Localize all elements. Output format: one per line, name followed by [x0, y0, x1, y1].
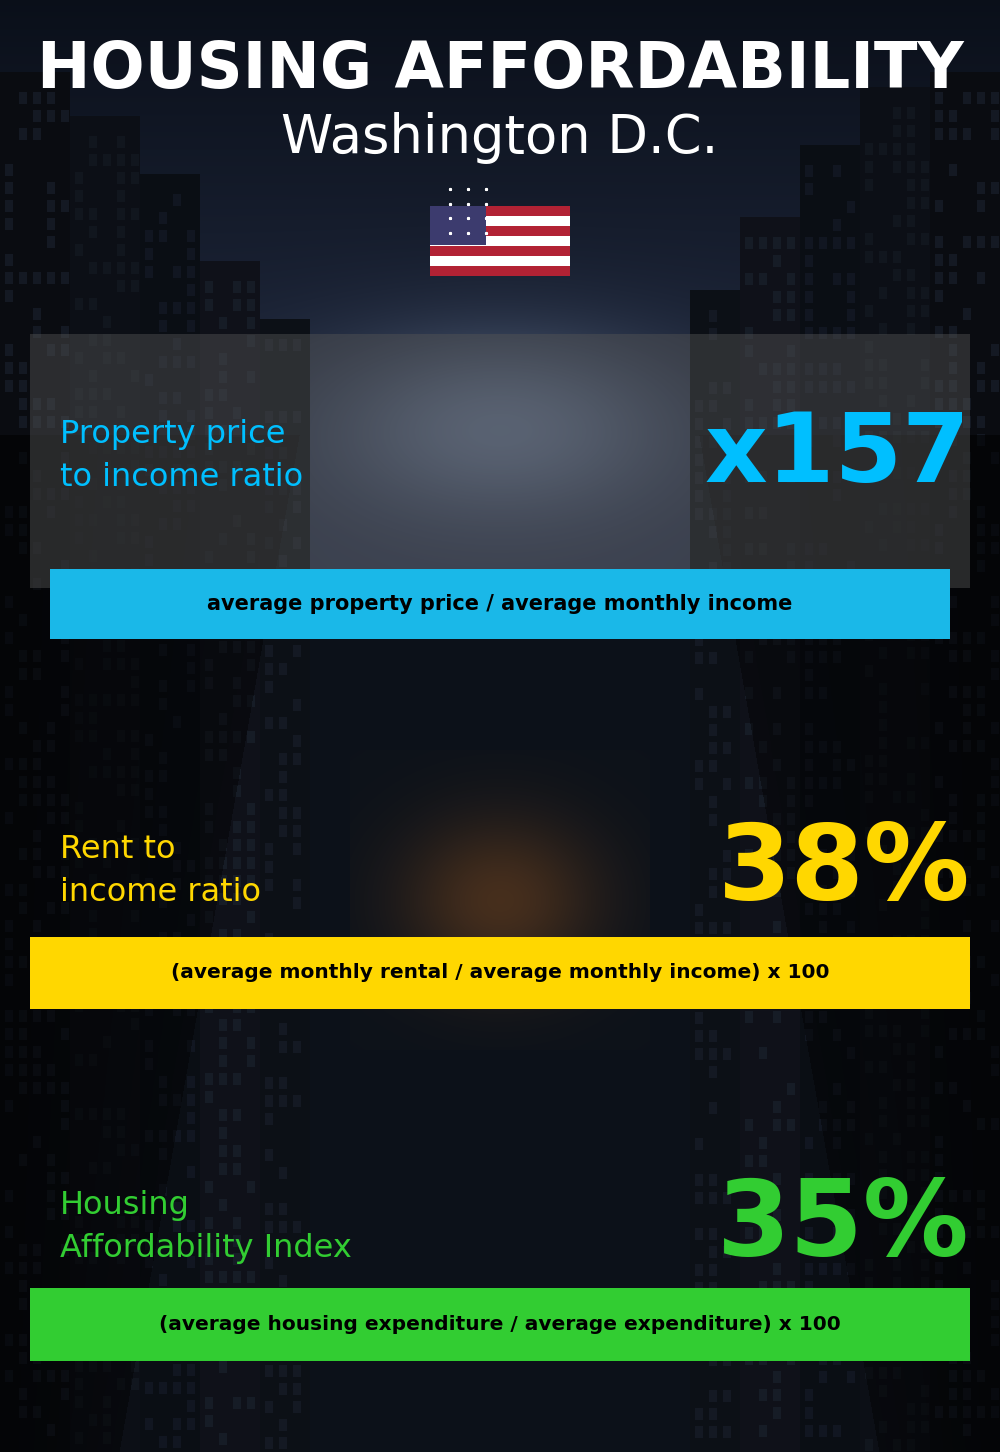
Text: x157: x157 — [704, 409, 970, 502]
Bar — [430, 237, 570, 245]
Bar — [30, 1288, 970, 1361]
Bar — [430, 256, 570, 266]
Text: Washington D.C.: Washington D.C. — [281, 112, 719, 164]
Bar — [430, 245, 570, 256]
Bar — [430, 216, 570, 227]
Text: average property price / average monthly income: average property price / average monthly… — [207, 594, 793, 614]
Bar — [50, 569, 950, 639]
Text: (average monthly rental / average monthly income) x 100: (average monthly rental / average monthl… — [171, 963, 829, 983]
Bar — [430, 206, 486, 244]
Text: 38%: 38% — [718, 820, 970, 922]
Bar — [430, 227, 570, 237]
Text: (average housing expenditure / average expenditure) x 100: (average housing expenditure / average e… — [159, 1314, 841, 1334]
Text: 35%: 35% — [717, 1176, 970, 1278]
Bar — [30, 937, 970, 1009]
Text: HOUSING AFFORDABILITY: HOUSING AFFORDABILITY — [37, 39, 963, 100]
Bar — [430, 266, 570, 276]
Bar — [30, 334, 970, 588]
Bar — [430, 206, 570, 216]
Text: Housing
Affordability Index: Housing Affordability Index — [60, 1191, 352, 1263]
Text: Property price
to income ratio: Property price to income ratio — [60, 420, 303, 492]
Text: Rent to
income ratio: Rent to income ratio — [60, 835, 261, 908]
